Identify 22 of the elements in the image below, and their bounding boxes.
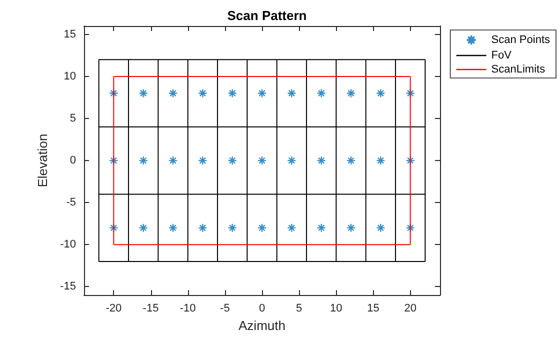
y-tick-label: 10 xyxy=(64,70,76,82)
y-tick-label: 0 xyxy=(70,154,76,167)
legend-label: ScanLimits xyxy=(491,64,546,76)
x-tick-label: 20 xyxy=(404,302,416,315)
x-axis-title: Azimuth xyxy=(238,318,286,333)
x-tick-label: 10 xyxy=(330,302,342,315)
x-tick-label: 0 xyxy=(258,302,266,315)
x-tick-label: -20 xyxy=(106,302,122,315)
y-tick-label: -10 xyxy=(60,238,76,251)
x-tick-label: 15 xyxy=(367,302,380,315)
x-tick-label: -15 xyxy=(142,302,159,315)
chart-title: Scan Pattern xyxy=(227,8,307,23)
y-tick-label: 15 xyxy=(64,28,76,40)
y-tick-label: -15 xyxy=(60,280,76,293)
legend-label: Scan Points xyxy=(491,34,550,46)
legend-label: FoV xyxy=(491,50,512,62)
x-tick-label: -5 xyxy=(220,302,230,315)
y-tick-label: -5 xyxy=(66,196,76,209)
y-axis-title: Elevation xyxy=(35,134,50,188)
y-tick-label: 5 xyxy=(70,112,76,125)
x-tick-label: -10 xyxy=(180,302,196,315)
x-tick-label: 5 xyxy=(296,302,302,315)
